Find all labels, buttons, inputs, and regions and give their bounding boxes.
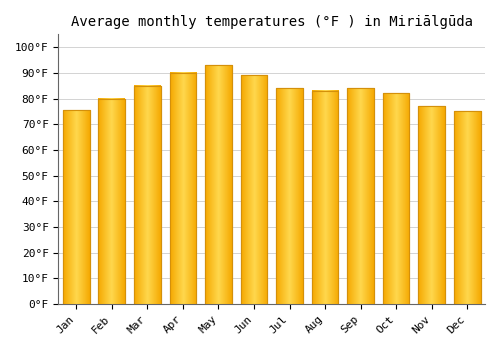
Title: Average monthly temperatures (°F ) in Miriālgūda: Average monthly temperatures (°F ) in Mi… [70, 15, 472, 29]
Bar [63, 110, 90, 304]
Bar [98, 98, 125, 304]
Bar [205, 65, 232, 304]
Bar [383, 93, 409, 304]
Bar [383, 93, 409, 304]
Bar [312, 91, 338, 304]
Bar [170, 73, 196, 304]
Bar [418, 106, 445, 304]
Bar [312, 91, 338, 304]
Bar [454, 111, 480, 304]
Bar [134, 86, 160, 304]
Bar [98, 98, 125, 304]
Bar [134, 86, 160, 304]
Bar [276, 88, 303, 304]
Bar [240, 75, 268, 304]
Bar [348, 88, 374, 304]
Bar [205, 65, 232, 304]
Bar [418, 106, 445, 304]
Bar [63, 110, 90, 304]
Bar [276, 88, 303, 304]
Bar [348, 88, 374, 304]
Bar [170, 73, 196, 304]
Bar [240, 75, 268, 304]
Bar [454, 111, 480, 304]
